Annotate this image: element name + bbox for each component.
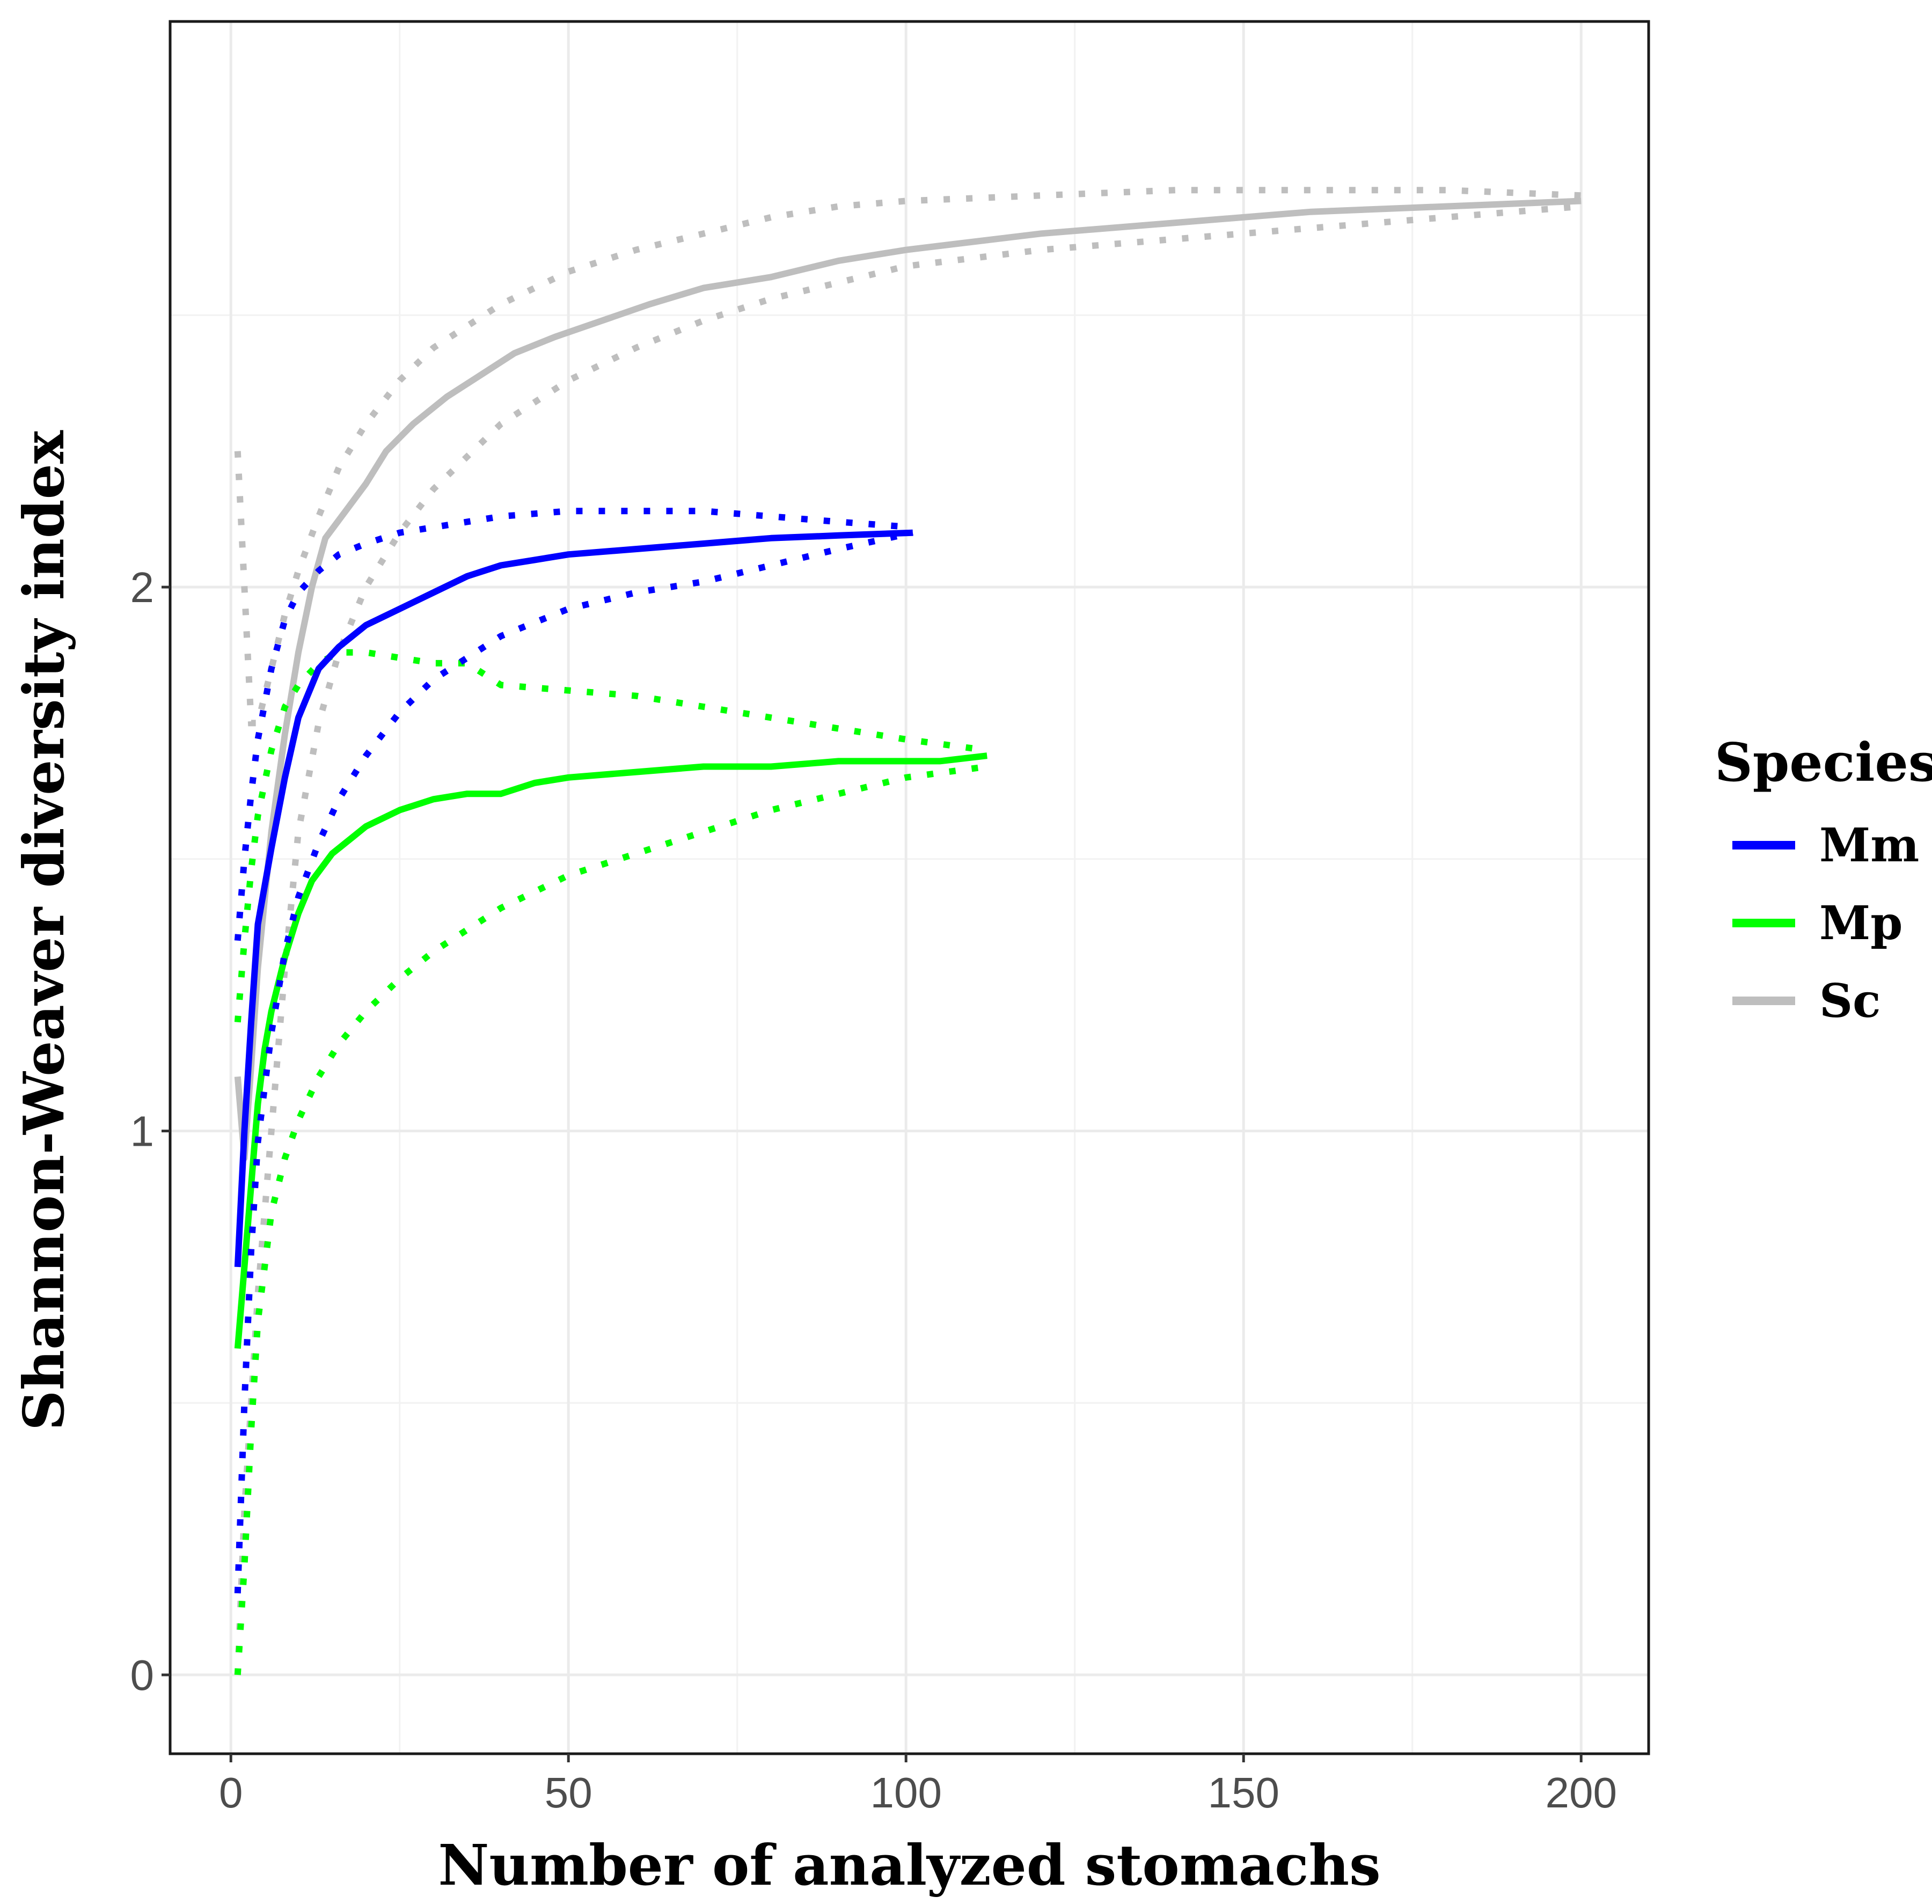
panel-border (169, 20, 1650, 1755)
y-tick-label: 0 (130, 1651, 155, 1699)
legend-entries: Mm Mp Sc (1732, 818, 1919, 1028)
legend-label-mp: Mp (1819, 896, 1902, 950)
legend: Species Mm Mp Sc (1715, 732, 1932, 1028)
legend-label-sc: Sc (1819, 974, 1880, 1028)
y-axis-ticks: 0 1 2 (130, 563, 170, 1699)
series-mp-mean-line (234, 752, 987, 1349)
y-tick-label: 1 (130, 1108, 155, 1155)
legend-label-mm: Mm (1819, 818, 1919, 873)
series-layer (234, 187, 1582, 1675)
grid-minor (170, 21, 1649, 1754)
series-mp-upper-bound (234, 649, 987, 1023)
x-tick-label: 50 (545, 1769, 592, 1817)
x-tick-label: 0 (219, 1769, 243, 1817)
x-axis-title: Number of analyzed stomachs (438, 1832, 1380, 1898)
y-axis-title: Shannon-Weaver diversity index (11, 430, 77, 1431)
grid-major (170, 21, 1649, 1754)
x-tick-label: 200 (1545, 1769, 1616, 1817)
y-tick-label: 2 (130, 563, 155, 611)
x-tick-label: 100 (870, 1769, 941, 1817)
x-tick-label: 150 (1208, 1769, 1279, 1817)
x-axis-ticks: 0 50 100 150 200 (219, 1754, 1617, 1817)
series-mm-lower-bound (234, 529, 914, 1594)
series-sc-lower-bound (234, 203, 1582, 1675)
legend-title: Species (1715, 732, 1932, 794)
series-mm-mean-line (234, 529, 913, 1268)
series-sc-mean-line (234, 197, 1582, 1162)
